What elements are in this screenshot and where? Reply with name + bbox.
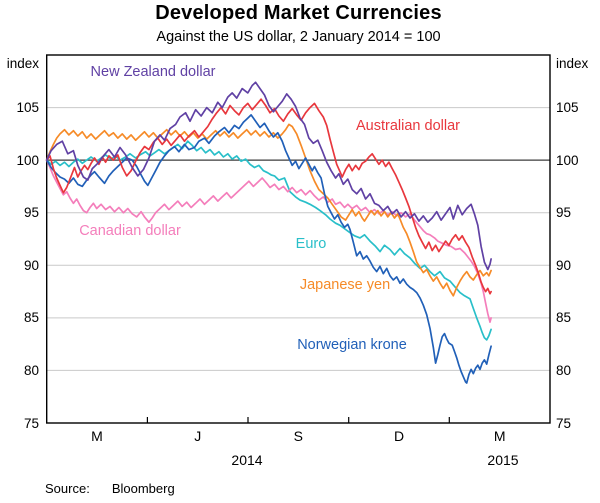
source-value: Bloomberg xyxy=(111,481,175,496)
chart-title: Developed Market Currencies xyxy=(155,2,442,24)
x-axis-month-label: M xyxy=(91,428,103,444)
series-line-jpy xyxy=(45,123,492,297)
source-label: Source: xyxy=(45,481,90,496)
y-axis-label-right-105: 105 xyxy=(556,100,579,116)
y-axis-unit-right: index xyxy=(556,56,589,71)
series-line-aud xyxy=(45,98,492,295)
series-label-nzd: New Zealand dollar xyxy=(90,64,216,80)
plot-border xyxy=(46,54,551,424)
series-line-nok xyxy=(45,114,492,384)
series-label-cad: Canadian dollar xyxy=(79,223,181,239)
x-axis-year-label: 2015 xyxy=(487,452,519,468)
y-axis-label-right-85: 85 xyxy=(556,310,572,326)
y-axis-label-left-80: 80 xyxy=(23,362,39,378)
x-axis-month-label: M xyxy=(493,428,506,444)
y-axis-labels-right: 75 80 85 90 95 100 105 xyxy=(556,0,600,503)
y-axis-label-left-75: 75 xyxy=(23,415,39,431)
y-axis-label-left-100: 100 xyxy=(16,152,39,168)
series-label-nok: Norwegian krone xyxy=(297,337,407,353)
series-line-cad xyxy=(45,159,492,323)
y-axis-label-left-105: 105 xyxy=(16,100,39,116)
y-axis-label-right-100: 100 xyxy=(556,152,579,168)
series-line-nzd xyxy=(45,81,492,271)
x-axis-month-label: D xyxy=(393,428,405,444)
y-axis-label-right-75: 75 xyxy=(556,415,572,431)
y-axis-unit-left: index xyxy=(6,56,39,71)
y-axis-label-left-85: 85 xyxy=(23,310,39,326)
y-axis-label-left-90: 90 xyxy=(23,257,39,273)
y-axis-label-right-80: 80 xyxy=(556,362,572,378)
y-axis-label-right-90: 90 xyxy=(556,257,572,273)
y-axis-labels-left: 75 80 85 90 95 100 105 xyxy=(0,0,39,503)
series-label-jpy: Japanese yen xyxy=(299,277,391,293)
series-line-eur xyxy=(45,140,492,341)
chart-subtitle: Against the US dollar, 2 January 2014 = … xyxy=(156,29,441,45)
series-label-aud: Australian dollar xyxy=(356,118,460,134)
x-axis-month-label: S xyxy=(293,428,304,444)
y-axis-label-left-95: 95 xyxy=(23,205,39,221)
x-axis-year-label: 2014 xyxy=(231,452,263,468)
x-axis-month-label: J xyxy=(194,428,202,444)
y-axis-label-right-95: 95 xyxy=(556,205,572,221)
series-label-eur: Euro xyxy=(295,236,327,252)
source-note: Source: Bloomberg xyxy=(45,481,175,496)
